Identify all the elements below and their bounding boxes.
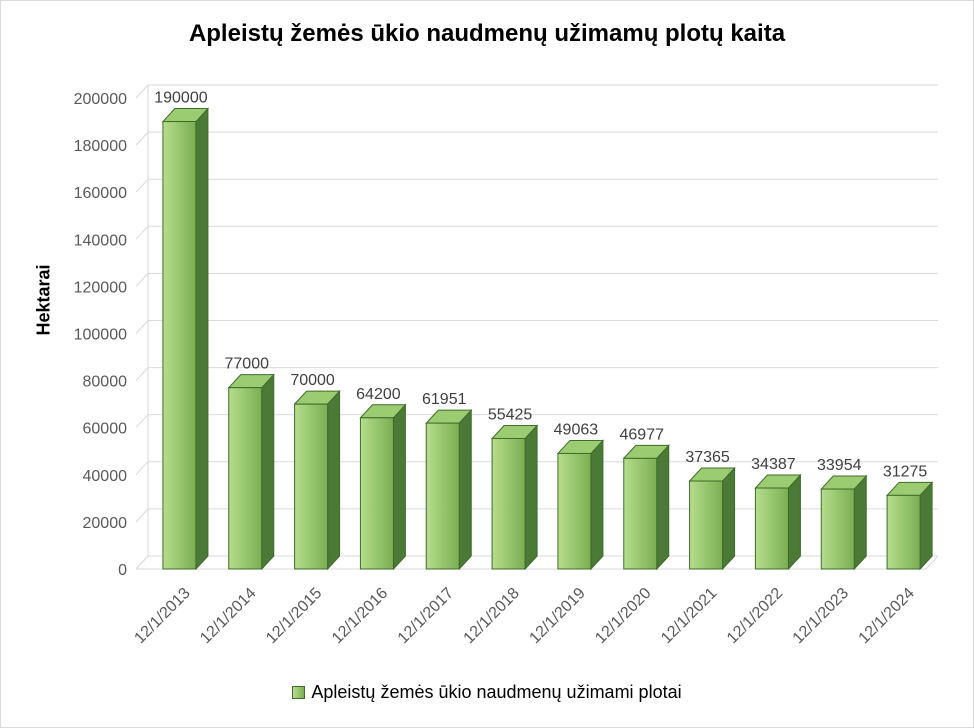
x-tick-label: 12/1/2013 — [131, 585, 193, 647]
bar-12/1/2020 — [622, 444, 670, 571]
bar-front-face — [162, 121, 197, 570]
bar-12/1/2024 — [885, 481, 934, 571]
data-label: 64200 — [356, 386, 401, 403]
bar-12/1/2021 — [688, 466, 736, 571]
x-tick-label: 12/1/2020 — [592, 585, 654, 647]
data-label: 49063 — [554, 421, 599, 438]
data-label: 190000 — [154, 90, 207, 107]
y-tick-label: 20000 — [83, 515, 128, 532]
bar-side-face — [722, 466, 736, 571]
gridline-side — [135, 225, 149, 240]
y-tick-label: 140000 — [74, 232, 127, 249]
bar-side-face — [458, 408, 472, 571]
gridline-side — [135, 461, 149, 476]
gridline-side — [135, 131, 149, 146]
data-label: 34387 — [751, 456, 796, 473]
bar-side-face — [261, 373, 275, 571]
bar-12/1/2022 — [754, 473, 802, 571]
legend: Apleistų žemės ūkio naudmenų užimami plo… — [0, 682, 974, 703]
data-label: 46977 — [620, 426, 665, 443]
data-label: 61951 — [422, 391, 467, 408]
bar-side-face — [524, 424, 538, 571]
bar-front-face — [359, 417, 394, 570]
bar-side-face — [195, 107, 209, 571]
data-label: 33954 — [817, 457, 862, 474]
y-tick-label: 80000 — [83, 374, 128, 391]
y-tick-label: 0 — [118, 562, 127, 579]
bar-side-face — [919, 481, 933, 571]
x-tick-label: 12/1/2024 — [856, 585, 918, 647]
gridline-side — [135, 84, 149, 99]
bar-12/1/2014 — [227, 373, 275, 571]
bar-side-face — [327, 389, 341, 571]
chart-title: Apleistų žemės ūkio naudmenų užimamų plo… — [188, 20, 786, 47]
bar-12/1/2019 — [556, 439, 605, 571]
x-tick-label: 12/1/2014 — [197, 585, 259, 647]
bar-front-face — [623, 457, 658, 570]
bar-12/1/2013 — [161, 107, 210, 571]
x-tick-label: 12/1/2021 — [658, 585, 720, 647]
bar-side-face — [392, 403, 406, 571]
data-label: 37365 — [685, 449, 730, 466]
gridline-side — [135, 178, 149, 193]
bar-side-face — [590, 439, 604, 571]
bar-12/1/2018 — [490, 424, 539, 571]
gridline-side — [135, 508, 149, 523]
bar-side-face — [656, 444, 670, 571]
bar-front-face — [294, 403, 329, 570]
y-tick-label: 120000 — [74, 279, 127, 296]
data-label: 77000 — [225, 356, 270, 373]
y-tick-label: 60000 — [83, 421, 128, 438]
y-tick-label: 40000 — [83, 468, 128, 485]
y-tick-label: 160000 — [74, 185, 127, 202]
y-tick-label: 200000 — [74, 91, 127, 108]
data-label: 31275 — [883, 463, 928, 480]
bar-12/1/2015 — [293, 389, 341, 571]
bar-front-face — [557, 452, 592, 570]
bar-front-face — [425, 422, 460, 570]
bar-12/1/2016 — [359, 403, 407, 571]
x-tick-label: 12/1/2017 — [395, 585, 457, 647]
x-tick-label: 12/1/2018 — [461, 585, 523, 647]
gridline-side — [135, 414, 149, 429]
bar-front-face — [820, 488, 855, 570]
data-label: 70000 — [290, 372, 335, 389]
x-tick-label: 12/1/2023 — [790, 585, 852, 647]
x-tick-label: 12/1/2015 — [263, 585, 325, 647]
data-label: 55425 — [488, 406, 533, 423]
bar-front-face — [886, 494, 921, 570]
bar-12/1/2023 — [820, 474, 868, 571]
gridline-side — [135, 367, 149, 381]
x-tick-label: 12/1/2019 — [526, 585, 588, 647]
x-tick-label: 12/1/2022 — [724, 585, 786, 647]
y-tick-label: 100000 — [74, 327, 127, 344]
floor-edge-right — [925, 555, 939, 570]
bar-front-face — [491, 437, 526, 570]
bar-front-face — [754, 487, 789, 570]
bar-front-face — [689, 480, 724, 570]
y-tick-label: 180000 — [74, 138, 127, 155]
bar-12/1/2017 — [425, 408, 473, 571]
legend-label: Apleistų žemės ūkio naudmenų užimami plo… — [311, 682, 682, 702]
x-tick-label: 12/1/2016 — [329, 585, 391, 647]
legend-swatch — [292, 686, 306, 699]
bar-front-face — [228, 387, 263, 570]
gridline-side — [135, 555, 149, 570]
bar-side-face — [787, 473, 801, 571]
bar-side-face — [853, 474, 867, 571]
gridline-side — [135, 273, 149, 287]
gridline-side — [135, 320, 149, 334]
